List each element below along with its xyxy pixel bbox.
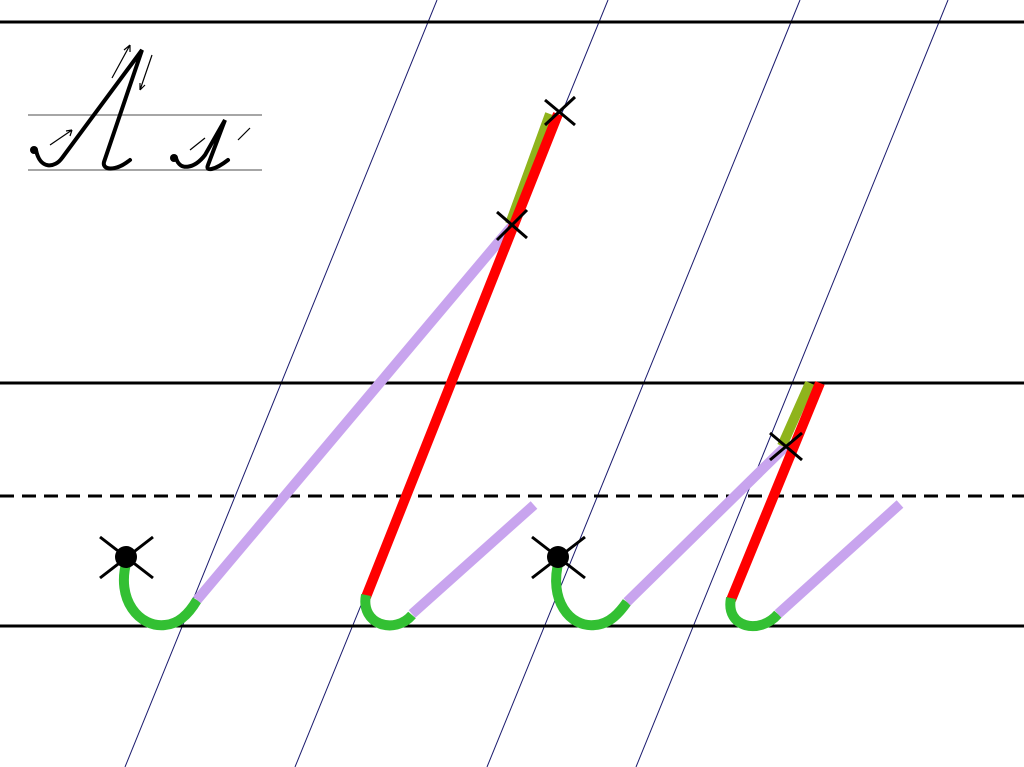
hook xyxy=(360,594,416,631)
sample-dot xyxy=(30,146,38,154)
sample-letter xyxy=(174,119,230,172)
hook xyxy=(551,558,632,631)
letter-small xyxy=(531,380,904,632)
cross-marks xyxy=(531,431,803,580)
down-stroke xyxy=(361,112,563,599)
hook xyxy=(118,558,202,631)
return-stroke xyxy=(777,380,815,449)
tail-stroke xyxy=(774,500,904,618)
down-stroke xyxy=(726,381,825,602)
sample-letters xyxy=(34,48,230,172)
tail-stroke xyxy=(408,501,538,618)
cross-marks xyxy=(99,95,577,580)
sample xyxy=(28,44,262,172)
letter-large xyxy=(99,95,577,631)
sample-dot xyxy=(170,154,178,162)
sample-arrows xyxy=(49,44,251,151)
hook xyxy=(725,597,782,632)
sample-letter xyxy=(34,48,144,171)
diagonal-stroke xyxy=(623,442,790,606)
diagonal-stroke xyxy=(193,222,516,604)
